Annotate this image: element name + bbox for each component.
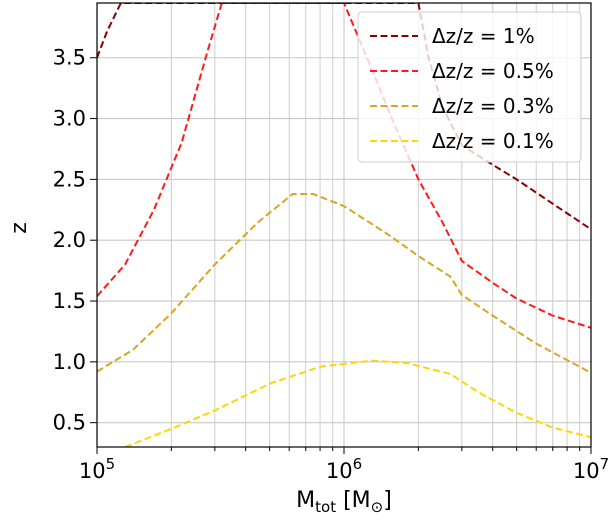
y-tick-label: 1.5: [53, 289, 86, 313]
y-tick-label: 2.5: [53, 167, 86, 191]
legend-box: [357, 11, 582, 163]
y-tick-label: 0.5: [53, 411, 86, 435]
legend: Δz/z = 1% Δz/z = 0.5% Δz/z = 0.3% Δz/z = 0.…: [357, 11, 582, 163]
series-line-3: [97, 193, 591, 374]
legend-label: Δz/z = 0.5%: [432, 59, 554, 83]
ticks: 0.5 1.0 1.5 2.0 2.5 3.0 3.5 105 106 107: [53, 46, 610, 483]
series-line-4: [124, 359, 591, 447]
y-axis-label: z: [7, 222, 32, 234]
y-tick-label: 3.0: [53, 107, 86, 131]
x-tick-label: 105: [79, 455, 115, 483]
x-tick-label: 106: [326, 455, 362, 483]
y-tick-label: 1.0: [53, 350, 86, 374]
x-axis-label: Mtot [M⊙]: [296, 488, 392, 516]
legend-label: Δz/z = 0.3%: [432, 94, 554, 118]
legend-label: Δz/z = 0.1%: [432, 129, 554, 153]
legend-label: Δz/z = 1%: [432, 24, 535, 48]
y-tick-label: 3.5: [53, 46, 86, 70]
x-tick-label: 107: [573, 455, 609, 483]
y-tick-label: 2.0: [53, 228, 86, 252]
